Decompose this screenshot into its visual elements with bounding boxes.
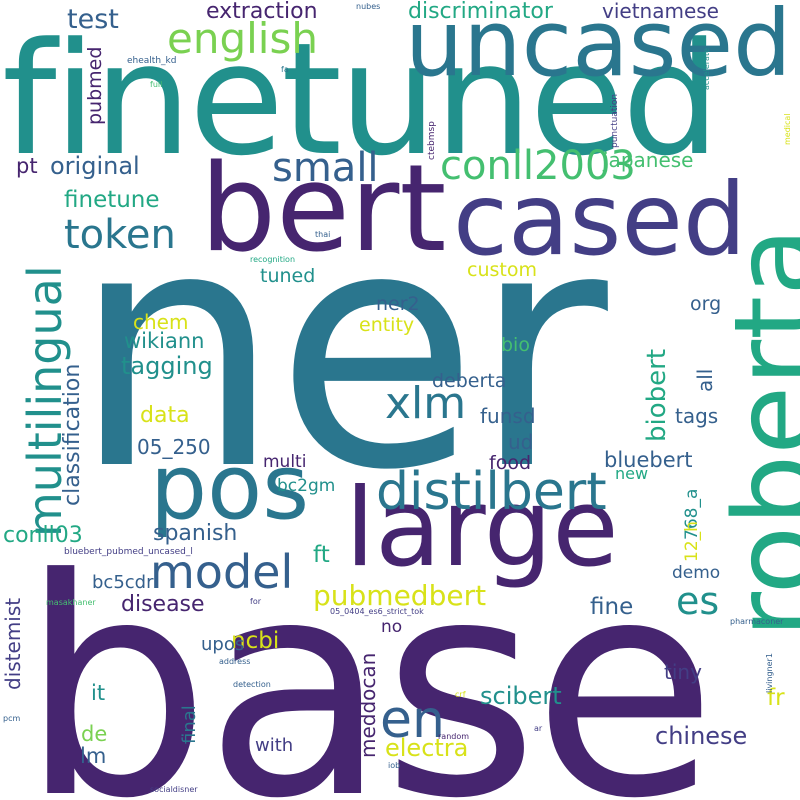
word-classification: classification	[60, 363, 85, 506]
word-fine: fine	[590, 594, 634, 620]
word-xlm: xlm	[385, 378, 467, 429]
word-custom: custom	[467, 259, 537, 281]
word-extraction: extraction	[206, 0, 318, 24]
word-lm: lm	[80, 744, 107, 768]
word-scibert: scibert	[480, 682, 562, 710]
word-fr: fr	[767, 685, 785, 711]
word-livingner1: livingner1	[765, 653, 774, 693]
word-upos: upos	[201, 634, 245, 655]
word-roberta: roberta	[711, 227, 800, 638]
word-vietnamese: vietnamese	[602, 0, 719, 23]
word-food: food	[489, 452, 531, 474]
word-all: all	[693, 368, 717, 392]
word-thai: thai	[315, 230, 331, 239]
word-ncbi: ncbi	[231, 628, 280, 654]
word-12_h: 12_h	[682, 521, 702, 562]
word-data: data	[140, 403, 190, 428]
word-deberta: deberta	[432, 370, 507, 392]
word-it: it	[91, 681, 106, 705]
word-new: new	[615, 464, 649, 483]
word-finetune: finetune	[64, 187, 160, 213]
word-distemist: distemist	[1, 597, 25, 690]
word-tuned: tuned	[260, 265, 316, 287]
word-full: full	[150, 80, 163, 89]
word-en: en	[380, 690, 445, 750]
word-tagging: tagging	[121, 352, 213, 380]
word-crf: crf	[455, 690, 466, 699]
word-tiny: tiny	[664, 660, 702, 684]
word-base: base	[20, 515, 717, 800]
word-pcm: pcm	[3, 714, 21, 723]
word-pt: pt	[16, 154, 38, 178]
word-punctuation: punctuation	[610, 93, 620, 148]
word-electra: electra	[385, 734, 469, 762]
word-recognition: recognition	[250, 255, 296, 264]
word-pubmedbert: pubmedbert	[313, 579, 487, 612]
word-accelerate: accelerate	[702, 47, 711, 90]
word-english: english	[167, 14, 318, 63]
word-tags: tags	[675, 404, 719, 428]
word-bio: bio	[501, 334, 530, 356]
word-ehealth_kd: ehealth_kd	[127, 56, 177, 66]
word-iob: iob	[388, 761, 401, 770]
word-masakhaner: masakhaner	[46, 598, 96, 607]
word-japanese: japanese	[603, 148, 694, 172]
word-bluebert: bluebert	[604, 448, 693, 472]
word-meddocan: meddocan	[356, 652, 380, 758]
word-finetuned: finetuned	[2, 9, 720, 190]
word-medical: medical	[783, 113, 792, 145]
word-distilbert: distilbert	[376, 462, 607, 522]
word-05_250: 05_250	[137, 435, 211, 459]
word-detection: detection	[233, 680, 271, 689]
word-no: no	[381, 617, 403, 637]
word-disease: disease	[121, 592, 205, 617]
word-small: small	[272, 145, 379, 191]
word-test: test	[67, 4, 119, 35]
word-large: large	[345, 466, 619, 591]
word-ctebmsp: ctebmsp	[427, 121, 437, 160]
word-conll03: conll03	[3, 523, 83, 548]
word-pubmed: pubmed	[84, 46, 106, 125]
word-bert: bert	[200, 140, 447, 279]
word-with: with	[255, 735, 294, 756]
word-bc2gm: bc2gm	[277, 476, 336, 496]
word-for: for	[250, 597, 261, 606]
word-discriminator: discriminator	[408, 0, 553, 24]
word-ud: ud	[508, 430, 534, 454]
word-spanish: spanish	[153, 521, 238, 546]
word-pharmaconer: pharmaconer	[730, 617, 784, 626]
word-05_0404_es6_strict_tok: 05_0404_es6_strict_tok	[330, 607, 424, 616]
word-demo: demo	[672, 563, 721, 583]
word-bc5cdr: bc5cdr	[92, 572, 154, 593]
word-token: token	[64, 212, 176, 258]
word-es: es	[676, 579, 720, 623]
word-entity: entity	[359, 314, 415, 336]
word-uncased: uncased	[405, 0, 792, 97]
word-multi: multi	[263, 452, 307, 472]
word-fa: fa	[281, 65, 289, 74]
word-model: model	[150, 545, 294, 599]
word-cased: cased	[453, 161, 747, 278]
word-de: de	[81, 722, 108, 746]
word-wikiann: wikiann	[124, 329, 205, 353]
word-nubes: nubes	[356, 2, 381, 11]
word-original: original	[50, 152, 140, 180]
word-ft: ft	[313, 542, 330, 568]
word-chem: chem	[133, 310, 189, 334]
word-org: org	[690, 293, 722, 315]
word-conll2003: conll2003	[440, 143, 636, 189]
word-ar: ar	[534, 724, 543, 733]
word-final: final	[179, 705, 200, 744]
word-funsd: funsd	[480, 404, 536, 428]
word-random: random	[438, 732, 470, 741]
word-pos: pos	[150, 435, 310, 540]
word-bluebert_pubmed_uncased_l: bluebert_pubmed_uncased_l	[64, 547, 193, 557]
word-ner2: ner2	[376, 293, 420, 315]
word-address: address	[219, 657, 251, 666]
word-biobert: biobert	[642, 348, 672, 442]
word-ner: ner	[72, 158, 608, 542]
word-socialdisner: socialdisner	[150, 785, 198, 794]
word-chinese: chinese	[655, 722, 748, 750]
